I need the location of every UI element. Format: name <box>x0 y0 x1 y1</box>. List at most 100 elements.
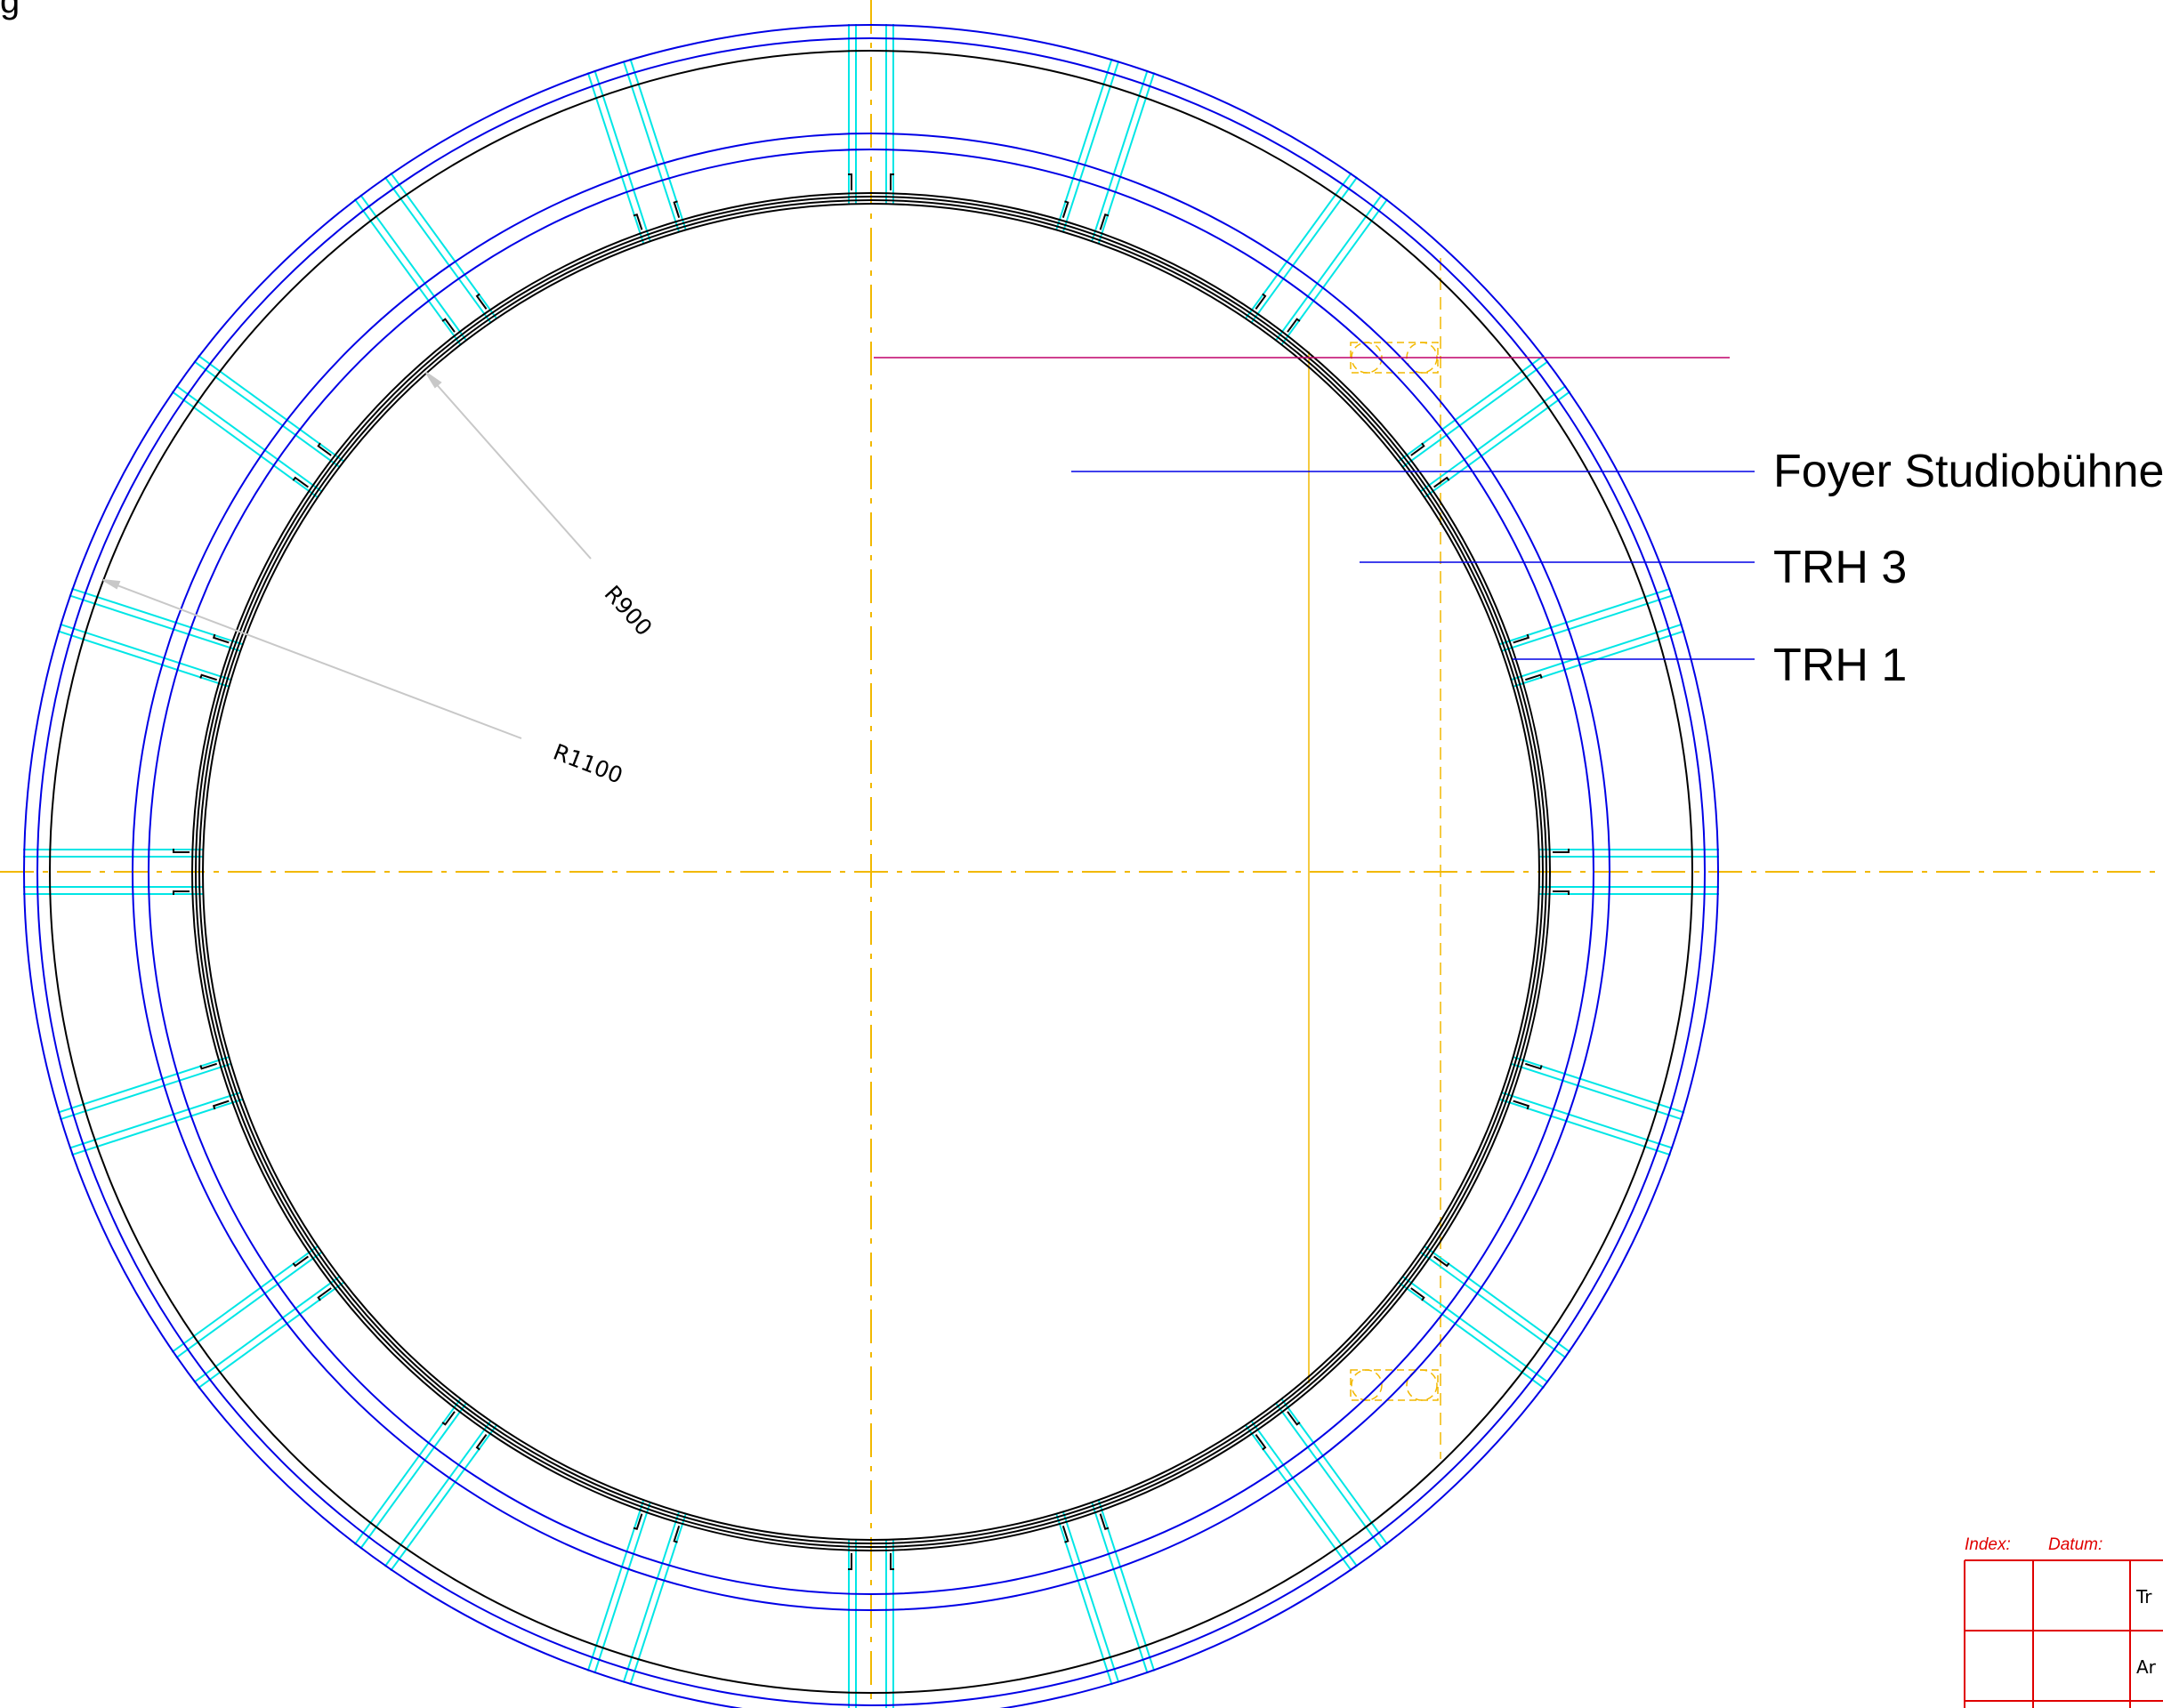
r900-leader <box>425 372 592 560</box>
middle-blue-ring-2 <box>148 149 1594 1595</box>
joint-line <box>622 60 681 233</box>
clamp-tick <box>890 1553 894 1570</box>
fitting-bottom-left <box>1351 1369 1383 1401</box>
index-header: Index: <box>1965 1535 2011 1554</box>
inner-black-ring-1 <box>191 192 1551 1551</box>
joint-line <box>1274 194 1383 342</box>
clamp-tick <box>1255 293 1267 310</box>
joint-line <box>622 1511 681 1683</box>
joint-line <box>1419 384 1567 493</box>
clamp-tick <box>317 1287 332 1301</box>
joint-line <box>175 1251 323 1359</box>
clamp-tick <box>1524 1062 1543 1070</box>
clamp-tick <box>1524 673 1543 681</box>
clamp-tick <box>1433 476 1450 488</box>
inner-black-ring-3 <box>198 199 1544 1544</box>
trh3-label: TRH 3 <box>1773 542 1907 593</box>
clamp-tick <box>441 1411 456 1426</box>
r1100-arrowhead <box>102 579 121 590</box>
joint-line <box>1510 1062 1683 1121</box>
outer-blue-ring-2 <box>36 37 1706 1706</box>
joint-line <box>593 1501 652 1674</box>
clamp-tick <box>1433 1255 1450 1268</box>
joint-line <box>69 594 242 653</box>
table-row-2: Ar <box>2136 1656 2157 1678</box>
clamp-tick <box>890 173 894 190</box>
clamp-tick <box>848 173 852 190</box>
joint-line <box>383 176 492 324</box>
clamp-tick <box>199 673 218 681</box>
clamp-tick <box>292 476 309 488</box>
outer-blue-ring-1 <box>23 24 1719 1708</box>
joint-line <box>60 623 232 681</box>
table-row-1: Tr <box>2135 1586 2152 1607</box>
joint-line <box>1510 623 1683 681</box>
joint-line <box>1401 360 1549 469</box>
clamp-tick <box>1099 213 1110 230</box>
middle-blue-ring-1 <box>132 133 1610 1611</box>
revision-table: Index: Datum: Tr Ar Un <box>1964 1535 2163 1708</box>
joint-line <box>1061 60 1120 233</box>
r1100-leader <box>102 579 522 739</box>
outer-black-ring <box>49 50 1693 1694</box>
clamp-tick <box>212 633 230 644</box>
dimension-leaders <box>102 372 592 739</box>
corner-mark: g <box>0 0 20 20</box>
clamp-tick <box>1061 1525 1069 1543</box>
rings <box>23 24 1719 1708</box>
clamp-tick <box>212 1100 230 1110</box>
clamp-tick <box>173 849 190 853</box>
clamp-tick <box>475 293 488 310</box>
clamp-tick <box>673 200 681 219</box>
inner-black-ring-2 <box>195 196 1547 1548</box>
joint-line <box>69 1091 242 1149</box>
joint-line <box>1500 1091 1674 1149</box>
clamp-tick <box>1287 318 1301 333</box>
construction-lines <box>1308 258 1441 1459</box>
r900-label: R900 <box>600 581 658 641</box>
clamp-tick <box>199 1062 218 1070</box>
joint-line <box>1500 594 1674 653</box>
clamp-tick <box>633 213 643 230</box>
clamp-tick <box>317 442 332 456</box>
clamp-tick <box>1553 849 1570 853</box>
inner-black-ring-4 <box>202 203 1540 1541</box>
clamp-tick <box>673 1525 681 1543</box>
fitting-box-bottom <box>1350 1369 1439 1401</box>
foyer-label: Foyer Studiobühne <box>1773 446 2163 497</box>
clamp-tick <box>1553 890 1570 895</box>
clamp-tick <box>1255 1434 1267 1451</box>
clamp-tick <box>475 1434 488 1451</box>
joint-line <box>1419 1251 1567 1359</box>
clamp-tick <box>1287 1411 1301 1426</box>
clamp-tick <box>1099 1513 1110 1531</box>
trh1-label: TRH 1 <box>1773 640 1907 691</box>
joint-line <box>193 1275 341 1383</box>
clamp-tick <box>292 1255 309 1268</box>
joint-line <box>1090 1501 1149 1674</box>
joint-line <box>1061 1511 1120 1683</box>
clamp-tick <box>1410 1287 1425 1301</box>
joint-line <box>1250 176 1359 324</box>
joint-line <box>1250 1420 1359 1567</box>
joint-line <box>60 1062 232 1121</box>
clamp-tick <box>441 318 456 333</box>
joint-line <box>359 194 468 342</box>
joint-line <box>193 360 341 469</box>
joint-line <box>593 69 652 243</box>
clamp-tick <box>1410 442 1425 456</box>
clamp-ticks <box>173 173 1570 1570</box>
joint-line <box>1090 69 1149 243</box>
joint-line <box>175 384 323 493</box>
date-header: Datum: <box>2048 1535 2102 1554</box>
joint-line <box>359 1402 468 1550</box>
joint-line <box>383 1420 492 1567</box>
clamp-tick <box>848 1553 852 1570</box>
clamp-tick <box>633 1513 643 1531</box>
label-leaders <box>1071 471 1755 660</box>
clamp-tick <box>173 890 190 895</box>
joint-line <box>1401 1275 1549 1383</box>
clamp-tick <box>1513 633 1530 644</box>
